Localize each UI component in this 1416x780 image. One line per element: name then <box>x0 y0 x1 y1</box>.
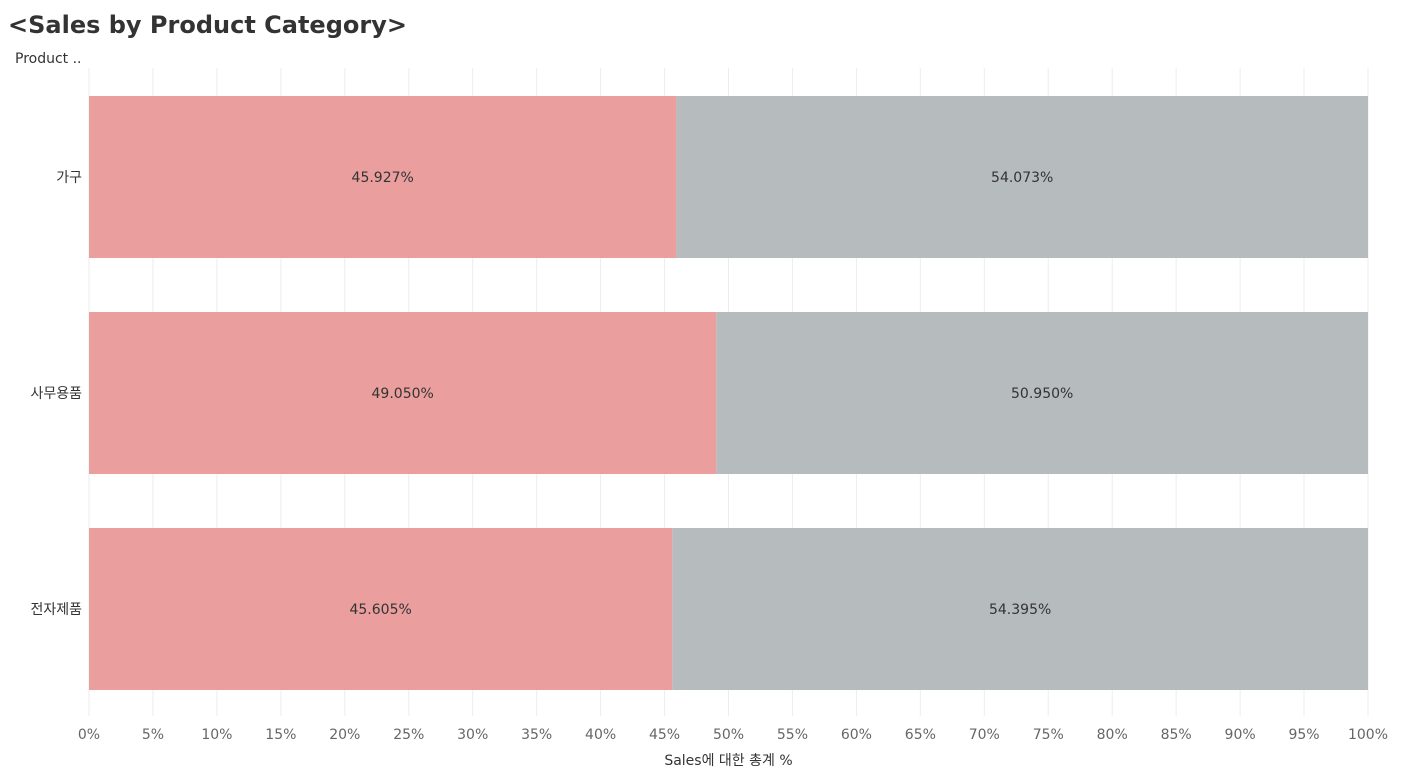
x-tick-label: 30% <box>457 727 488 743</box>
x-tick-label: 5% <box>142 727 164 743</box>
x-tick-label: 80% <box>1097 727 1128 743</box>
x-tick-label: 95% <box>1288 727 1319 743</box>
bar-segment[interactable] <box>89 528 673 690</box>
data-label: 50.950% <box>1011 386 1073 402</box>
x-tick-label: 60% <box>841 727 872 743</box>
row-axis-header[interactable]: Product .. <box>15 51 82 67</box>
x-tick-label: 15% <box>265 727 296 743</box>
x-axis-ticks: 0% 5% 10% 15% 20% 25% 30% 35% 40% 45% 50% 55% 60% 65%… <box>78 727 1388 743</box>
x-tick-label: 40% <box>585 727 616 743</box>
bar-segment[interactable] <box>89 96 677 258</box>
data-label: 54.395% <box>989 602 1051 618</box>
x-tick-label: 85% <box>1161 727 1192 743</box>
x-tick-label: 100% <box>1348 727 1388 743</box>
x-tick-label: 45% <box>649 727 680 743</box>
bar-segment[interactable] <box>716 312 1368 474</box>
data-label: 54.073% <box>991 170 1053 186</box>
x-tick-label: 75% <box>1033 727 1064 743</box>
x-tick-label: 70% <box>969 727 1000 743</box>
category-label[interactable]: 가구 <box>56 170 82 186</box>
x-axis-title: Sales에 대한 총계 % <box>664 753 793 769</box>
x-tick-label: 10% <box>201 727 232 743</box>
x-tick-label: 50% <box>713 727 744 743</box>
category-label[interactable]: 전자제품 <box>30 602 82 618</box>
chart-title: <Sales by Product Category> <box>8 11 407 39</box>
data-label: 45.605% <box>349 602 411 618</box>
x-tick-label: 55% <box>777 727 808 743</box>
category-label[interactable]: 사무용품 <box>30 386 82 402</box>
bar-segment[interactable] <box>676 96 1368 258</box>
x-tick-label: 0% <box>78 727 100 743</box>
x-tick-label: 35% <box>521 727 552 743</box>
x-tick-label: 20% <box>329 727 360 743</box>
data-label: 49.050% <box>372 386 434 402</box>
data-labels: 45.927% 54.073% 49.050% 50.950% 45.605% 54.39… <box>349 170 1073 618</box>
bars <box>89 96 1368 690</box>
x-tick-label: 90% <box>1225 727 1256 743</box>
bar-segment[interactable] <box>672 528 1368 690</box>
x-tick-label: 65% <box>905 727 936 743</box>
data-label: 45.927% <box>352 170 414 186</box>
bar-segment[interactable] <box>89 312 717 474</box>
x-tick-label: 25% <box>393 727 424 743</box>
